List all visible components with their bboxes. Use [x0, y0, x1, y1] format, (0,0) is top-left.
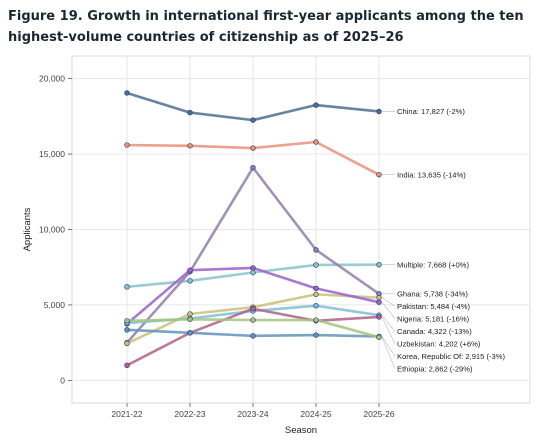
data-point: [376, 334, 382, 340]
data-point: [376, 314, 382, 320]
series-label-multiple: Multiple: 7,668 (+0%): [397, 260, 469, 269]
data-point: [250, 317, 256, 323]
series-label-china: China: 17,827 (-2%): [397, 107, 465, 116]
data-point: [313, 285, 319, 292]
data-point: [187, 267, 193, 273]
y-tick-label: 20,000: [39, 74, 65, 84]
series-ethiopia: [124, 316, 382, 340]
data-point: [313, 332, 319, 338]
data-point: [376, 171, 382, 178]
y-tick-label: 15,000: [39, 149, 65, 159]
data-point: [313, 102, 319, 108]
data-point: [313, 247, 319, 253]
leader-line: [381, 316, 396, 344]
data-point: [187, 316, 193, 322]
series-label-korea-republic-of: Korea, Republic Of: 2,915 (-3%): [397, 352, 506, 361]
data-point: [376, 261, 382, 268]
series-label-pakistan: Pakistan: 5,484 (-4%): [397, 302, 470, 311]
data-point: [124, 142, 130, 148]
data-point: [187, 330, 193, 336]
leader-line: [381, 336, 396, 357]
data-point: [250, 333, 256, 339]
data-point: [376, 299, 382, 305]
data-point: [124, 284, 130, 290]
data-point: [187, 143, 193, 149]
annotation-layer: China: 17,827 (-2%) India: 13,635 (-14%) M…: [381, 107, 506, 374]
y-tick-label: 0: [60, 375, 65, 385]
data-point: [187, 278, 193, 284]
series-label-nigeria: Nigeria: 5,181 (-16%): [397, 315, 470, 324]
data-point: [250, 269, 256, 276]
chart-title: Figure 19. Growth in international first…: [8, 9, 524, 45]
series-india: [124, 139, 382, 178]
axes: 0 5,000 10,000 15,000 20,000 2021-22 2022-23 20…: [39, 74, 395, 419]
x-tick-label: 2023-24: [237, 409, 268, 419]
series-china: [124, 90, 382, 123]
series-label-india: India: 13,635 (-14%): [397, 170, 466, 179]
series-label-uzbekistan: Uzbekistan: 4,202 (+6%): [397, 340, 481, 349]
data-point: [124, 318, 130, 324]
x-tick-label: 2021-22: [111, 409, 142, 419]
x-tick-label: 2024-25: [300, 409, 331, 419]
series-korea-republic-of: [124, 327, 382, 340]
leader-line: [381, 297, 396, 307]
data-point: [313, 317, 319, 323]
series-label-ghana: Ghana: 5,738 (-34%): [397, 290, 468, 299]
data-point: [376, 294, 382, 301]
series-label-ethiopia: Ethiopia: 2,862 (-29%): [397, 365, 473, 374]
x-axis-label: Season: [285, 425, 317, 436]
x-tick-label: 2022-23: [174, 409, 205, 419]
data-point: [187, 109, 193, 116]
data-point: [250, 145, 256, 151]
data-point: [250, 306, 256, 312]
data-point: [313, 302, 319, 309]
data-point: [124, 340, 130, 347]
data-point: [313, 139, 319, 145]
data-point: [250, 117, 256, 123]
leader-line: [381, 314, 396, 332]
series-layer: [124, 90, 382, 368]
y-tick-label: 5,000: [44, 300, 66, 310]
data-point: [124, 327, 130, 333]
data-point: [124, 362, 130, 368]
data-point: [187, 311, 193, 317]
data-point: [250, 164, 256, 171]
data-point: [376, 108, 382, 115]
series-label-canada: Canada: 4,322 (-13%): [397, 327, 472, 336]
leader-line: [381, 337, 396, 369]
y-axis-label: Applicants: [22, 207, 33, 251]
x-tick-label: 2025-26: [363, 409, 394, 419]
series-nigeria: [124, 265, 382, 327]
data-point: [250, 265, 256, 271]
data-point: [124, 90, 130, 96]
leader-line: [381, 302, 396, 319]
data-point: [313, 262, 319, 268]
data-point: [313, 291, 319, 298]
y-tick-label: 10,000: [39, 225, 65, 235]
